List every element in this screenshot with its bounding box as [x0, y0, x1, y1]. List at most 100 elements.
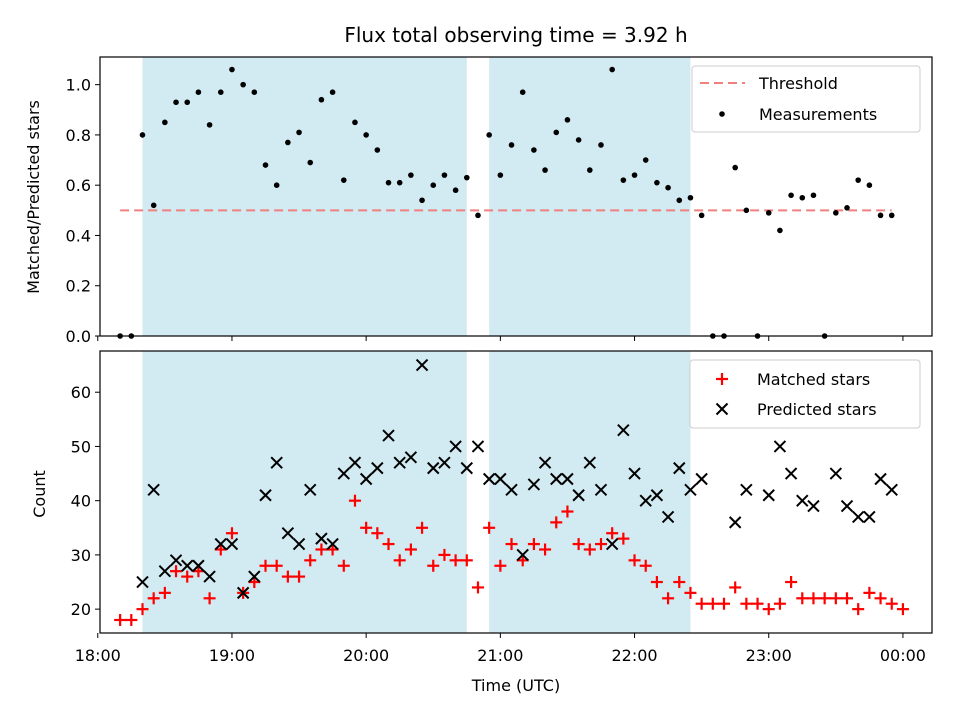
predicted-point-39 [572, 489, 585, 502]
predicted-point-0 [136, 575, 149, 589]
measurement-point-13 [262, 162, 269, 168]
matched-point-57 [751, 597, 764, 610]
predicted-point-45-b [639, 494, 652, 507]
matched-point-53 [706, 597, 719, 610]
measurement-point-9 [217, 89, 224, 95]
predicted-point-15-b [304, 483, 317, 497]
matched-point-31 [460, 554, 473, 567]
measurement-point-50 [676, 197, 683, 204]
bottom-shaded-interval-0 [142, 351, 467, 633]
matched-point-52 [695, 597, 708, 610]
predicted-point-58 [829, 467, 843, 480]
predicted-point-8 [225, 537, 239, 551]
predicted-point-30 [471, 440, 485, 453]
measurement-point-33 [486, 132, 492, 138]
measurement-point-19 [329, 89, 336, 95]
matched-point-63 [818, 592, 831, 605]
predicted-point-16 [315, 532, 328, 545]
top-y-tick-label-5: 1.0 [66, 76, 91, 95]
bottom-y-axis-label: Count [30, 470, 49, 518]
predicted-point-32 [494, 472, 507, 486]
legend-predicted-swatch [715, 402, 729, 416]
predicted-point-43-b [617, 423, 630, 437]
matched-point-35 [505, 538, 518, 551]
measurement-point-27 [419, 197, 425, 204]
matched-point-60 [785, 576, 798, 589]
legend-measurements-swatch [719, 111, 725, 117]
measurement-point-4 [162, 119, 168, 126]
measurement-point-35 [508, 142, 515, 148]
top-y-axis-label: Matched/Predicted stars [24, 100, 43, 294]
predicted-point-26-b [427, 461, 440, 475]
predicted-point-2 [158, 564, 172, 578]
matched-point-37 [527, 538, 540, 551]
bottom-shaded-regions [142, 351, 691, 633]
predicted-point-6 [203, 570, 216, 583]
matched-point-28 [427, 559, 440, 572]
predicted-point-63-b [885, 483, 898, 497]
predicted-point-47 [661, 510, 675, 524]
matched-point-59 [773, 597, 786, 610]
predicted-point-9 [236, 586, 250, 600]
predicted-point-53 [762, 489, 775, 502]
matched-point-14 [270, 559, 283, 572]
measurement-point-17 [307, 159, 314, 166]
predicted-point-43 [617, 423, 630, 437]
measurement-point-41 [575, 137, 582, 143]
legend-measurements-label: Measurements [759, 105, 877, 124]
top-y-tick-label-0: 0.0 [66, 327, 91, 346]
bottom-y-tick-label-2: 40 [71, 492, 91, 511]
matched-point-20 [337, 559, 350, 572]
predicted-point-20-b [359, 472, 373, 486]
bottom-y-tick-label-1: 30 [71, 546, 91, 565]
predicted-point-0-b [136, 575, 149, 589]
measurement-point-15 [285, 139, 291, 146]
matched-point-54 [718, 597, 730, 610]
predicted-stars-points [136, 358, 898, 600]
predicted-point-10 [248, 570, 261, 583]
predicted-point-19-b [348, 456, 362, 469]
bottom-plot-frame [99, 350, 933, 634]
legend-matched-label: Matched stars [757, 370, 870, 389]
predicted-point-14 [292, 537, 306, 551]
predicted-point-50 [695, 472, 708, 486]
measurement-point-32 [475, 212, 481, 219]
measurement-point-25 [396, 179, 403, 186]
predicted-point-29 [460, 461, 474, 475]
predicted-point-48-b [673, 461, 686, 475]
matched-point-51 [684, 586, 697, 599]
predicted-point-58-b [829, 467, 843, 480]
predicted-point-24 [404, 451, 418, 464]
measurement-point-18 [318, 96, 325, 103]
measurement-point-66 [855, 177, 861, 183]
matched-point-27 [416, 521, 429, 534]
matched-point-45 [617, 532, 630, 545]
measurement-point-21 [352, 119, 358, 126]
predicted-point-54-b [773, 440, 787, 453]
predicted-point-7 [214, 537, 227, 551]
predicted-point-12 [270, 456, 283, 469]
matched-point-70 [896, 603, 909, 616]
measurement-point-60 [788, 192, 794, 199]
measurement-point-56 [743, 207, 750, 214]
x-tick-label-1: 19:00 [209, 646, 255, 665]
predicted-point-5 [192, 559, 205, 572]
predicted-point-28-b [449, 440, 462, 453]
measurement-point-34 [497, 172, 504, 178]
bottom-y-ticks: 20 30 40 50 60 [71, 383, 100, 619]
matched-point-23 [371, 527, 384, 540]
predicted-point-63 [885, 483, 898, 497]
predicted-point-13 [281, 527, 295, 540]
matched-point-19 [326, 543, 339, 556]
measurement-point-2 [139, 132, 146, 138]
predicted-point-44 [628, 467, 641, 480]
predicted-point-3 [169, 554, 183, 567]
predicted-point-42-b [605, 537, 619, 551]
matched-point-32 [471, 581, 484, 594]
matched-point-49 [662, 592, 675, 605]
matched-point-61 [796, 592, 809, 605]
top-x-ticks [97, 336, 904, 341]
top-legend: Threshold Measurements [691, 65, 921, 133]
matched-point-64 [829, 592, 842, 605]
top-shaded-interval-0 [142, 57, 467, 336]
